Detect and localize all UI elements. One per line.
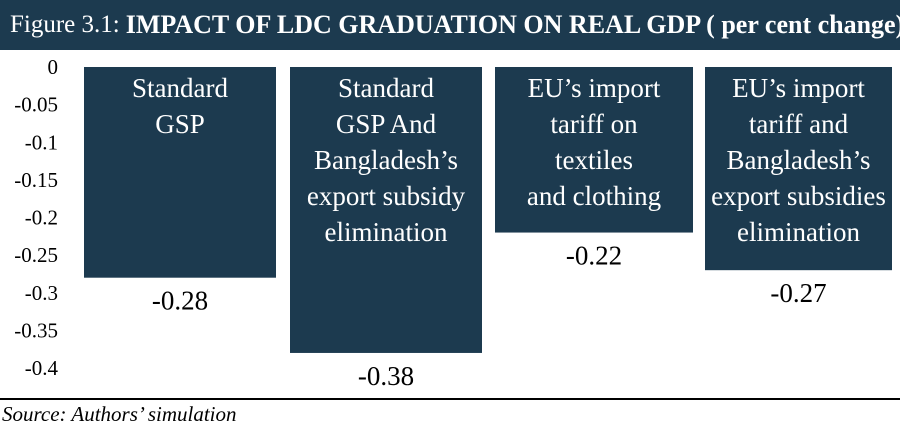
category-label: export subsidy: [307, 181, 466, 211]
data-label: -0.28: [152, 286, 208, 316]
data-label: -0.27: [770, 278, 826, 308]
bar: [290, 67, 482, 353]
y-axis: 0 -0.05 -0.1 -0.15 -0.2 -0.25 -0.3 -0.35 -0.4: [14, 55, 58, 380]
data-label: -0.38: [358, 361, 414, 391]
category-label: textiles: [555, 145, 633, 175]
bar: [84, 67, 276, 278]
y-tick-label: -0.15: [14, 168, 58, 192]
source-note: Source: Authors’ simulation: [2, 402, 237, 426]
bar: [705, 67, 892, 271]
category-label: export subsidies: [711, 181, 886, 211]
category-label: GSP: [155, 109, 205, 139]
y-tick-label: -0.3: [25, 281, 58, 305]
category-label: Standard: [132, 73, 228, 103]
y-tick-label: 0: [48, 55, 59, 79]
category-label: tariff and: [749, 109, 849, 139]
y-tick-label: -0.1: [25, 130, 58, 154]
y-tick-label: -0.4: [25, 356, 59, 380]
category-label: EU’s import: [732, 73, 865, 103]
y-tick-label: -0.25: [14, 243, 58, 267]
figure-label: Figure 3.1:: [10, 11, 120, 38]
category-label: Bangladesh’s: [727, 145, 871, 175]
chart-title-bar: Figure 3.1: IMPACT OF LDC GRADUATION ON …: [0, 0, 900, 50]
category-label: Standard: [338, 73, 434, 103]
chart-title: IMPACT OF LDC GRADUATION ON REAL GDP ( p…: [125, 10, 900, 39]
category-label: GSP And: [336, 109, 437, 139]
bars: Standard GSP -0.28 Standard GSP And Banglades…: [84, 67, 892, 391]
category-label: elimination: [325, 217, 448, 247]
bar-chart: 0 -0.05 -0.1 -0.15 -0.2 -0.25 -0.3 -0.35 -0.4 St…: [14, 55, 892, 391]
y-tick-label: -0.2: [25, 206, 58, 230]
category-label: elimination: [737, 217, 860, 247]
y-tick-label: -0.35: [14, 318, 58, 342]
category-label: Bangladesh’s: [314, 145, 458, 175]
category-label: and clothing: [527, 181, 661, 211]
category-label: EU’s import: [528, 73, 661, 103]
y-tick-label: -0.05: [14, 93, 58, 117]
bar: [495, 67, 693, 233]
data-label: -0.22: [566, 241, 622, 271]
source-divider: [0, 398, 900, 400]
category-label: tariff on: [550, 109, 638, 139]
